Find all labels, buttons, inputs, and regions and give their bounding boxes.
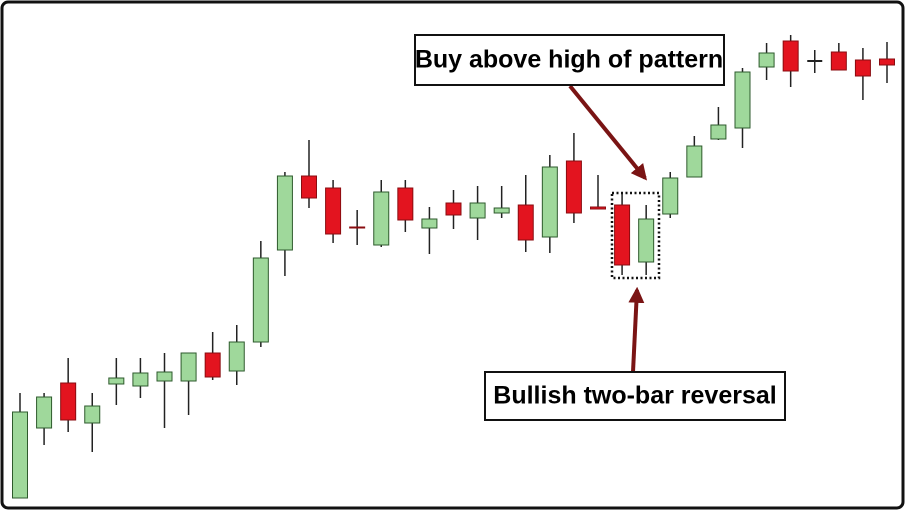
body: [469, 202, 486, 219]
body: [758, 52, 775, 68]
body: [204, 352, 221, 378]
body: [84, 405, 101, 424]
body: [879, 58, 895, 66]
body: [445, 202, 462, 216]
body: [565, 160, 582, 214]
arrow: [628, 286, 645, 373]
body: [638, 218, 655, 263]
arrow: [568, 84, 648, 181]
body: [662, 177, 679, 215]
body: [252, 257, 269, 343]
body: [301, 175, 317, 199]
body: [710, 124, 727, 140]
body: [614, 204, 631, 266]
body: [397, 187, 414, 221]
body: [108, 377, 125, 385]
body: [373, 191, 390, 246]
body: [36, 396, 53, 429]
body: [421, 218, 438, 229]
annotation-box: [414, 34, 725, 86]
body: [541, 166, 558, 238]
pattern-box: [610, 191, 661, 280]
body: [325, 187, 342, 235]
body: [60, 382, 77, 421]
body: [590, 206, 606, 210]
body: [686, 145, 703, 178]
body: [276, 175, 293, 251]
body: [734, 71, 751, 129]
annotation-box: [484, 371, 786, 421]
body: [228, 341, 245, 372]
body: [156, 371, 173, 382]
body: [132, 372, 149, 387]
body: [830, 51, 847, 71]
body: [493, 207, 510, 214]
annotation: Bullish two-bar reversal: [493, 382, 776, 410]
annotation: Buy above high of pattern: [415, 46, 723, 74]
body: [782, 40, 799, 72]
body: [854, 59, 871, 77]
body: [349, 226, 366, 229]
plot-area: [12, 35, 895, 499]
body: [180, 352, 197, 382]
body: [12, 411, 28, 499]
body: [517, 204, 534, 241]
